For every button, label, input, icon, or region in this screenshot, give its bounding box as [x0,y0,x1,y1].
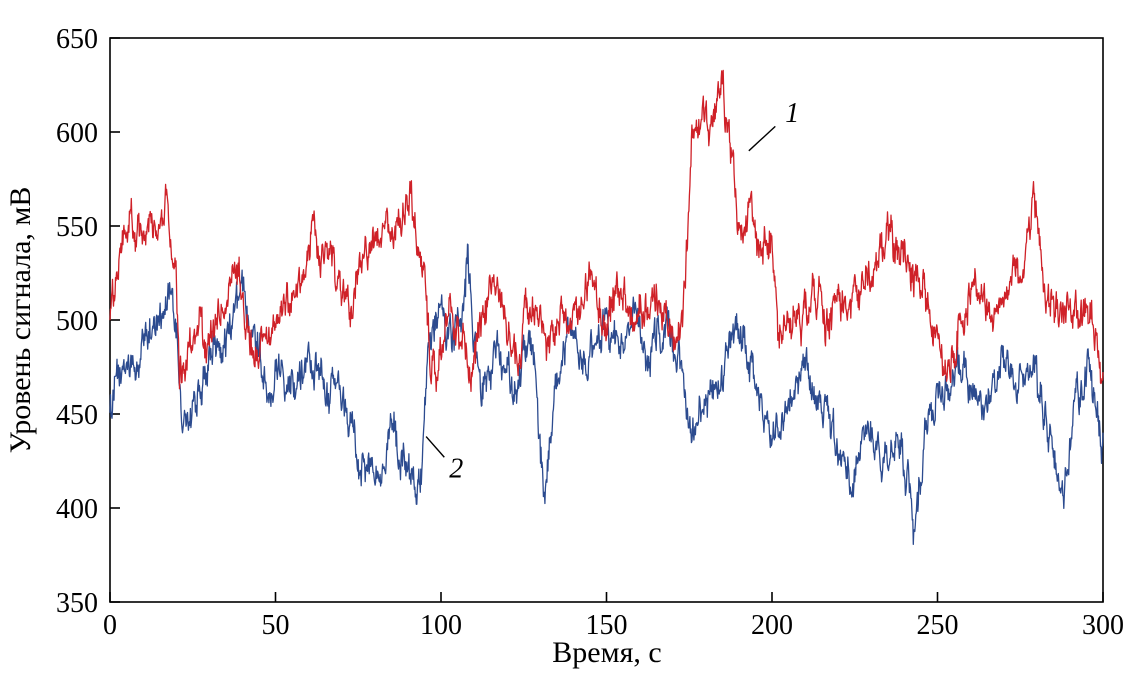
series-2-line [109,243,1104,546]
series-2-annotation-label: 2 [449,454,463,485]
series-lines [109,69,1104,546]
annotation-leader-line [748,125,776,152]
y-tick-label: 350 [56,588,98,619]
y-tick-label: 400 [56,494,98,525]
y-axis-tick-labels: 350 400 450 500 550 600 650 [56,24,98,619]
y-tick-label: 450 [56,400,98,431]
x-tick-label: 0 [103,610,117,641]
y-axis-label: Уровень сигнала, мВ [4,187,37,454]
y-tick-label: 650 [56,24,98,55]
x-tick-label: 100 [420,610,462,641]
x-axis-ticks [109,592,1104,602]
y-tick-label: 600 [56,118,98,149]
y-axis-ticks [110,37,120,603]
x-tick-label: 200 [751,610,793,641]
x-tick-label: 150 [586,610,628,641]
series-1-line [109,69,1104,393]
y-tick-label: 500 [56,306,98,337]
series-1-annotation-label: 1 [785,98,799,129]
plot-frame [109,37,1104,603]
x-tick-label: 50 [262,610,290,641]
annotation-leader-line [425,436,445,458]
annotation-leader-lines [425,125,776,458]
x-axis-tick-labels: 0 50 100 150 200 250 300 [103,610,1124,641]
x-tick-label: 250 [917,610,959,641]
x-tick-label: 300 [1082,610,1124,641]
y-tick-label: 550 [56,212,98,243]
x-axis-label: Время, с [552,636,661,669]
